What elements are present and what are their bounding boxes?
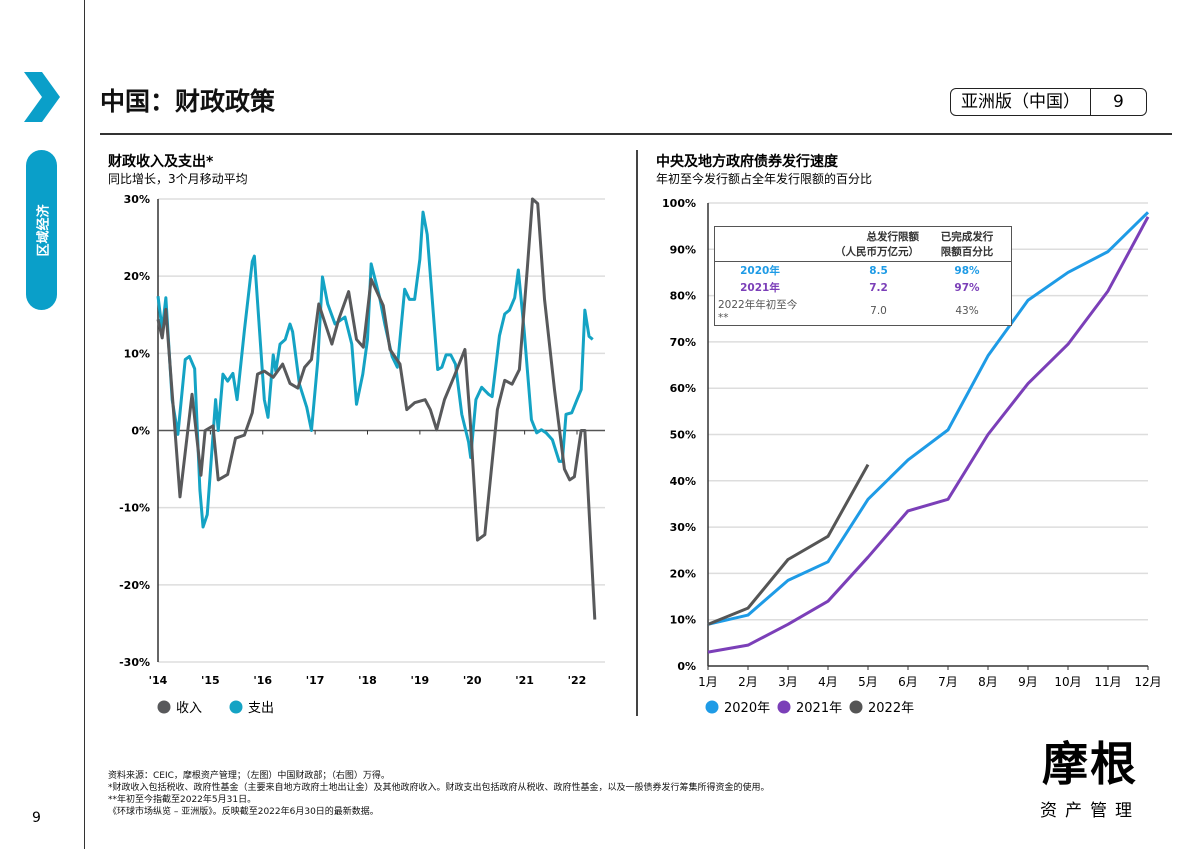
y-tick-label: 10%	[124, 347, 150, 360]
x-tick-label: 8月	[978, 675, 998, 689]
x-tick-label: 5月	[858, 675, 878, 689]
footnote-source: 资料来源：CEIC，摩根资产管理；（左图）中国财政部；（右图）万得。	[108, 771, 390, 781]
x-tick-label: '19	[411, 674, 430, 687]
table-cell: 43%	[955, 304, 979, 317]
table-cell: 97%	[954, 281, 980, 294]
legend-marker	[849, 700, 863, 714]
x-tick-label: '18	[358, 674, 377, 687]
edition-page: 9	[1113, 92, 1124, 112]
table-cell: 2020年	[740, 265, 780, 277]
table-row: 2021年 7.2 97%	[715, 279, 1011, 296]
section-tab[interactable]: 区域经济	[26, 150, 57, 310]
y-tick-label: 0%	[131, 425, 150, 438]
left-chart-subtitle: 同比增长，3个月移动平均	[108, 172, 248, 186]
edition-badge: 亚洲版（中国） 9	[950, 88, 1147, 116]
x-tick-label: '17	[306, 674, 325, 687]
series-line-revenue	[156, 197, 597, 620]
left-chart: 30% 20% 10% 0% -10% -20% -30% '14 '15 '16 '17 '18 '1…	[119, 193, 605, 716]
x-tick-label: 4月	[818, 675, 838, 689]
y-tick-label: 90%	[670, 243, 696, 256]
footnotes: 资料来源：CEIC，摩根资产管理；（左图）中国财政部；（右图）万得。 *财政收入…	[108, 770, 770, 818]
table-header-pct-2: 限额百分比	[940, 246, 994, 258]
y-tick-label: 50%	[670, 429, 696, 442]
y-tick-label: -20%	[119, 579, 150, 592]
chart-divider	[636, 150, 638, 716]
y-tick-label: 70%	[670, 336, 696, 349]
y-tick-label: 20%	[124, 270, 150, 283]
x-tick-label: 3月	[778, 675, 798, 689]
right-chart-subtitle: 年初至今发行额占全年发行限额的百分比	[656, 172, 873, 186]
page-title: 中国：财政政策	[100, 87, 276, 116]
page-number: 9	[32, 810, 41, 826]
legend-label: 2022年	[868, 701, 914, 716]
logo-tagline: 资产管理	[1040, 801, 1140, 821]
legend-marker	[157, 700, 171, 714]
y-tick-label: -30%	[119, 656, 150, 669]
y-tick-label: 20%	[670, 567, 696, 580]
table-header-quota: 总发行限额	[866, 231, 920, 243]
x-tick-label: 12月	[1134, 675, 1161, 689]
x-tick-label: 2月	[738, 675, 758, 689]
right-chart: 100% 90% 80% 70% 60% 50% 40% 30% 20% 10% 0%1月 2月 3月 4…	[662, 197, 1162, 716]
y-tick-label: 30%	[124, 193, 150, 206]
x-tick-label: '15	[201, 674, 220, 687]
left-chart-title: 财政收入及支出*	[108, 154, 214, 170]
footnote-3: 《环球市场纵览 – 亚洲版》。反映截至2022年6月30日的最新数据。	[108, 807, 379, 817]
x-tick-label: '22	[568, 674, 587, 687]
legend-label: 2021年	[796, 701, 842, 716]
x-tick-label: 7月	[938, 675, 958, 689]
x-tick-label: 10月	[1054, 675, 1081, 689]
y-tick-label: 0%	[677, 660, 696, 673]
section-label: 区域经济	[36, 203, 52, 257]
table-cell: 7.0	[870, 304, 887, 317]
table-cell: 8.5	[869, 264, 888, 277]
x-tick-label: '21	[515, 674, 534, 687]
header-rule	[100, 133, 1172, 135]
footnote-1: *财政收入包括税收、政府性基金（主要来自地方政府土地出让金）及其他政府收入。财政…	[108, 783, 770, 793]
y-tick-label: 30%	[670, 521, 696, 534]
edition-label: 亚洲版（中国）	[951, 89, 1091, 115]
sidebar-divider	[84, 0, 85, 849]
series-line-2022年	[707, 463, 870, 626]
x-tick-label: 11月	[1094, 675, 1121, 689]
issuance-table: 总发行限额 （人民币万亿元） 已完成发行 限额百分比 2020年 8.5 98%…	[714, 226, 1012, 326]
x-tick-label: '20	[463, 674, 482, 687]
x-tick-label: 1月	[698, 675, 718, 689]
table-header-pct: 已完成发行	[940, 231, 994, 243]
footnote-2: **年初至今指截至2022年5月31日。	[108, 795, 257, 805]
x-tick-label: 9月	[1018, 675, 1038, 689]
series-line-2021年	[707, 216, 1150, 654]
y-tick-label: 80%	[670, 290, 696, 303]
table-cell: 7.2	[869, 281, 888, 294]
logo-name: 摩根	[1042, 737, 1138, 791]
x-tick-label: 6月	[898, 675, 918, 689]
legend-label: 收入	[176, 701, 202, 716]
table-row: 2022年年初至今** 7.0 43%	[715, 296, 1011, 325]
table-cell: 98%	[954, 264, 980, 277]
legend-marker	[777, 700, 791, 714]
y-tick-label: -10%	[119, 502, 150, 515]
x-tick-label: '14	[149, 674, 168, 687]
y-tick-label: 10%	[670, 614, 696, 627]
series-line-2020年	[707, 211, 1150, 626]
table-header-quota-unit: （人民币万亿元）	[835, 246, 919, 258]
chevron-right-icon	[24, 72, 60, 122]
y-tick-label: 60%	[670, 382, 696, 395]
y-tick-label: 100%	[662, 197, 696, 210]
right-chart-title: 中央及地方政府债券发行速度	[656, 154, 838, 170]
table-cell: 2021年	[740, 282, 780, 294]
legend-label: 支出	[248, 701, 274, 716]
legend-marker	[705, 700, 719, 714]
table-cell: 2022年年初至今**	[718, 299, 798, 324]
legend-marker	[229, 700, 243, 714]
legend-label: 2020年	[724, 701, 770, 716]
y-tick-label: 40%	[670, 475, 696, 488]
x-tick-label: '16	[253, 674, 272, 687]
logo: 摩根 资产管理	[1040, 728, 1140, 821]
table-row: 2020年 8.5 98%	[715, 262, 1011, 280]
